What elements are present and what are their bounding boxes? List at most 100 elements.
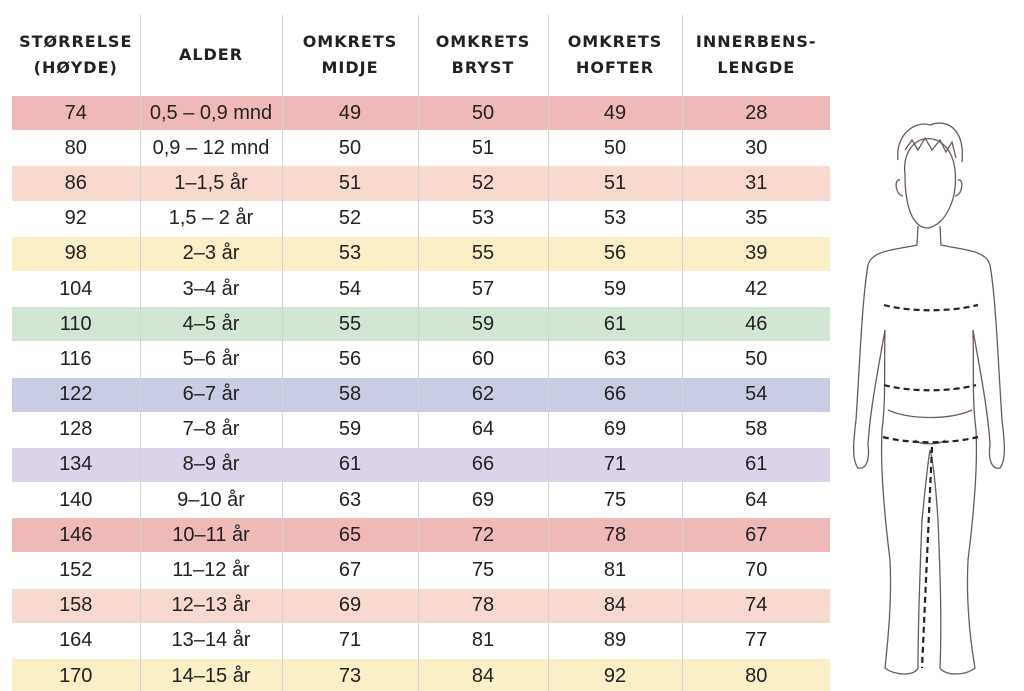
header-row: STØRRELSE (HØYDE) ALDER OMKRETS MIDJE OMKRETS… [12, 15, 830, 96]
cell: 110 [12, 306, 140, 342]
size-row: 146 10–11 år 65 72 78 67 [12, 517, 830, 553]
cell: 84 [547, 588, 682, 624]
cell: 67 [681, 517, 830, 553]
child-illustration [852, 122, 1006, 675]
cell: 146 [12, 517, 140, 553]
cell: 56 [547, 236, 682, 272]
cell: 53 [281, 236, 418, 272]
cell: 1–1,5 år [139, 165, 282, 202]
size-row: 140 9–10 år 63 69 75 64 [12, 482, 830, 518]
size-row: 104 3–4 år 54 57 59 42 [12, 271, 830, 307]
size-row: 110 4–5 år 55 59 61 46 [12, 306, 830, 342]
cell: 35 [681, 201, 830, 237]
cell: 31 [681, 165, 830, 202]
header-line: LENGDE [717, 58, 796, 77]
cell: 67 [281, 552, 418, 589]
cell: 74 [12, 95, 140, 131]
header-line: OMKRETS [435, 32, 531, 51]
cell: 81 [547, 552, 682, 589]
cell: 78 [417, 588, 548, 624]
cell: 3–4 år [139, 271, 282, 307]
cell: 0,5 – 0,9 mnd [139, 95, 282, 131]
cell: 39 [681, 236, 830, 272]
cell: 30 [681, 130, 830, 166]
cell: 152 [59, 559, 93, 582]
cell: 71 [547, 447, 682, 483]
cell: 69 [281, 588, 418, 624]
cell: 80 [64, 136, 87, 159]
size-row: 128 7–8 år 59 64 69 58 [12, 412, 830, 448]
cell: 57 [417, 271, 548, 307]
cell: 69 [417, 482, 548, 518]
size-row: 86 1–1,5 år 51 52 51 31 [12, 165, 830, 202]
cell: 1,5 – 2 år [139, 201, 282, 237]
cell: 46 [681, 306, 830, 342]
header-line: (HØYDE) [33, 58, 118, 77]
cell: 50 [281, 130, 418, 166]
cell: 84 [417, 658, 548, 691]
cell: 98 [12, 236, 140, 272]
size-row: 170 14–15 år 73 84 92 80 [12, 658, 830, 691]
cell: 63 [281, 482, 418, 518]
cell: 64 [681, 482, 830, 518]
size-row: 134 8–9 år 61 66 71 61 [12, 447, 830, 483]
cell: 75 [417, 552, 548, 589]
cell: 59 [547, 271, 682, 307]
size-row: 92 1,5 – 2 år 52 53 53 35 [12, 201, 830, 237]
column-header: ALDER [139, 15, 282, 96]
cell: 42 [681, 271, 830, 307]
cell: 58 [281, 377, 418, 413]
cell: 73 [281, 658, 418, 691]
cell: 5–6 år [139, 341, 282, 377]
header-line: STØRRELSE [19, 32, 133, 51]
cell: 86 [12, 165, 140, 202]
cell: 89 [547, 623, 682, 659]
cell: 77 [681, 623, 830, 659]
cell: 54 [281, 271, 418, 307]
cell: 13–14 år [139, 623, 282, 659]
cell: 4–5 år [139, 306, 282, 342]
cell: 51 [281, 165, 418, 202]
cell: 53 [417, 201, 548, 237]
column-header: INNERBENS- LENGDE [681, 15, 830, 96]
cell: 12–13 år [139, 588, 282, 624]
cell: 71 [281, 623, 418, 659]
size-row: 152 11–12 år 67 75 81 70 [12, 552, 830, 589]
header-line: OMKRETS [302, 32, 398, 51]
cell: 70 [681, 552, 830, 589]
cell: 59 [281, 412, 418, 448]
cell: 92 [547, 658, 682, 691]
cell: 61 [547, 306, 682, 342]
cell: 56 [281, 341, 418, 377]
cell: 8–9 år [139, 447, 282, 483]
column-header: OMKRETS HOFTER [547, 15, 682, 96]
cell: 59 [417, 306, 548, 342]
cell: 170 [12, 658, 140, 691]
cell: 104 [59, 277, 93, 300]
cell: 66 [417, 447, 548, 483]
cell: 50 [417, 95, 548, 131]
cell: 66 [547, 377, 682, 413]
cell: 10–11 år [139, 517, 282, 553]
size-table: STØRRELSE (HØYDE) ALDER OMKRETS MIDJE OMKRETS… [12, 15, 830, 691]
cell: 7–8 år [139, 412, 282, 448]
cell: 14–15 år [139, 658, 282, 691]
cell: 69 [547, 412, 682, 448]
cell: 65 [281, 517, 418, 553]
cell: 52 [417, 165, 548, 202]
size-row: 122 6–7 år 58 62 66 54 [12, 377, 830, 413]
size-row: 74 0,5 – 0,9 mnd 49 50 49 28 [12, 95, 830, 131]
cell: 51 [417, 130, 548, 166]
cell: 140 [59, 488, 93, 511]
cell: 78 [547, 517, 682, 553]
column-header: STØRRELSE (HØYDE) [12, 15, 140, 96]
cell: 92 [64, 207, 87, 230]
cell: 55 [417, 236, 548, 272]
cell: 158 [12, 588, 140, 624]
header-line: BRYST [451, 58, 515, 77]
size-row: 80 0,9 – 12 mnd 50 51 50 30 [12, 130, 830, 166]
cell: 75 [547, 482, 682, 518]
cell: 6–7 år [139, 377, 282, 413]
cell: 164 [59, 629, 93, 652]
